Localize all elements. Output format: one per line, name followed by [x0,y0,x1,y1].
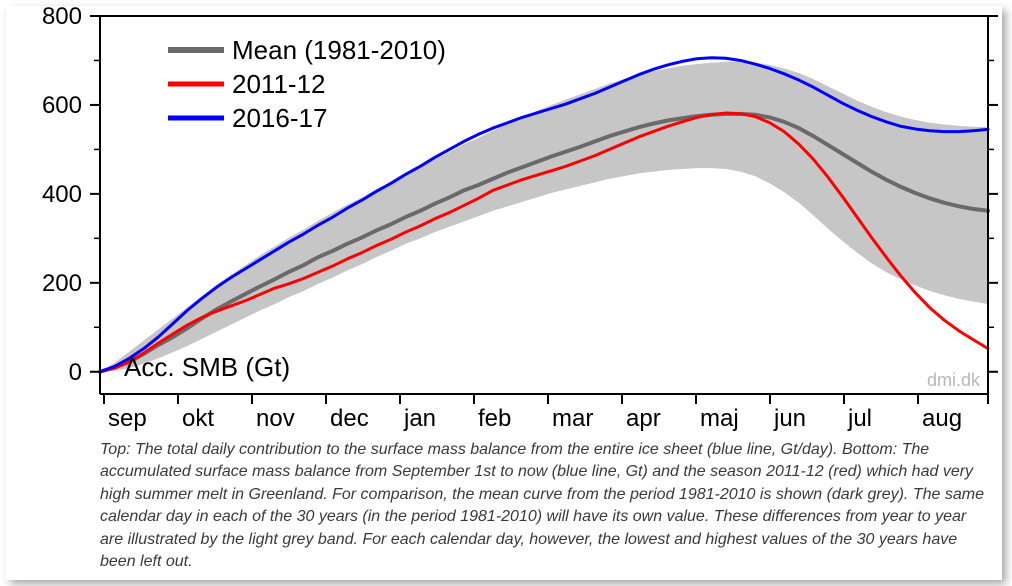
legend-label: 2016-17 [232,103,327,133]
y-tick-label: 200 [42,270,82,297]
axis-label: Acc. SMB (Gt) [124,352,290,382]
x-tick-label: jul [847,405,872,432]
x-tick-label: dec [330,405,369,432]
x-tick-label: okt [182,405,214,432]
smb-chart: 0 200 400 600 800 sep okt nov dec jan feb mar apr maj… [6,6,1002,438]
chart-card: 0 200 400 600 800 sep okt nov dec jan feb mar apr maj… [6,6,1002,580]
legend-label: Mean (1981-2010) [232,35,446,65]
x-tick-label: maj [700,405,739,432]
x-tick-label: mar [552,405,593,432]
y-tick-label: 600 [42,92,82,119]
watermark: dmi.dk [927,370,981,390]
y-tick-label: 400 [42,181,82,208]
x-tick-label: jan [403,405,436,432]
x-tick-label: sep [108,405,147,432]
y-tick-label: 800 [42,6,82,30]
x-tick-label: feb [478,405,511,432]
x-tick-label: apr [626,405,661,432]
legend-label: 2011-12 [232,69,326,99]
x-tick-label: nov [256,405,295,432]
x-tick-label: jun [773,405,806,432]
chart-caption: Top: The total daily contribution to the… [100,439,988,573]
x-tick-label: aug [922,405,962,432]
y-tick-label: 0 [69,359,82,386]
